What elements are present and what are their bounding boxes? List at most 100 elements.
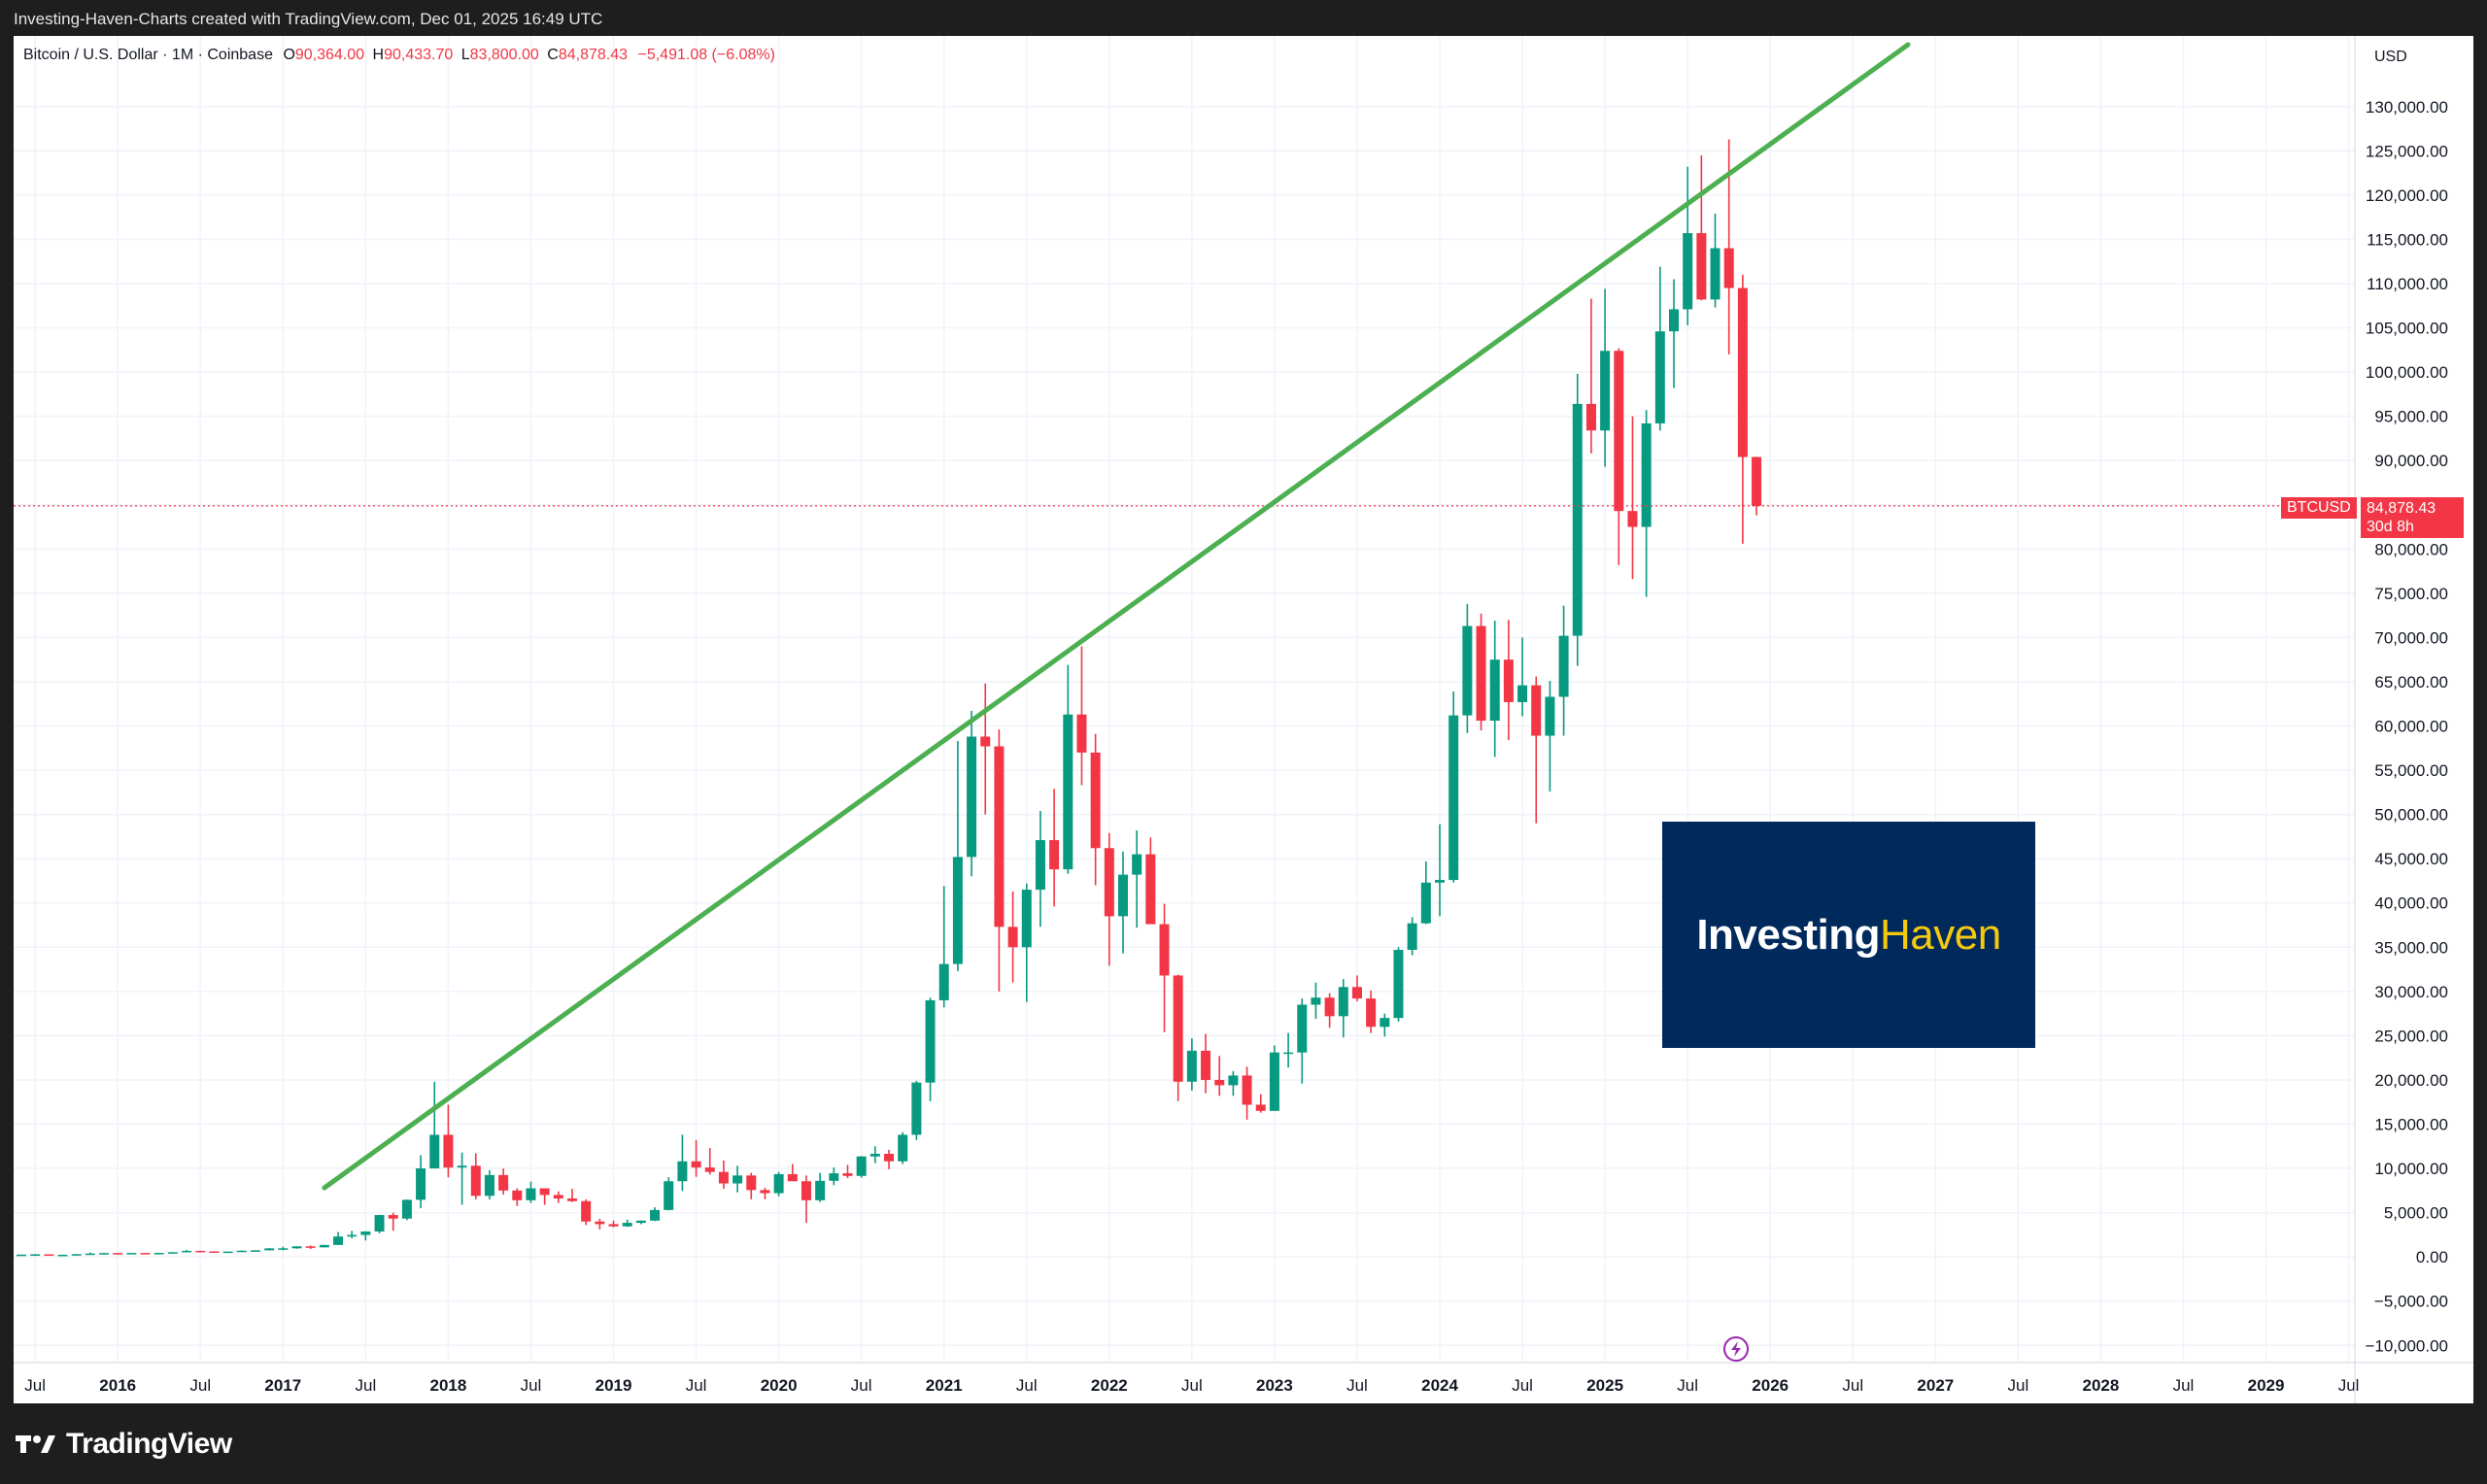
x-tick-label: Jul <box>1512 1376 1533 1395</box>
candle-body <box>1669 309 1679 332</box>
candle-body <box>635 1220 646 1224</box>
candle-body <box>1752 456 1762 506</box>
open-label: O <box>283 47 295 63</box>
x-tick-label: 2019 <box>596 1376 632 1395</box>
watermark-part2: Haven <box>1879 910 2001 959</box>
y-tick-label: 15,000.00 <box>2374 1115 2448 1133</box>
candle-body <box>1407 923 1417 951</box>
candle-body <box>1283 1052 1294 1055</box>
y-tick-label: 10,000.00 <box>2374 1160 2448 1178</box>
candle-body <box>1297 1004 1308 1053</box>
x-tick-label: 2018 <box>430 1376 467 1395</box>
candle-body <box>319 1244 329 1248</box>
x-tick-label: Jul <box>1346 1376 1368 1395</box>
candle-body <box>1201 1050 1211 1080</box>
candle-body <box>1035 840 1045 891</box>
x-tick-label: 2028 <box>2083 1376 2120 1395</box>
x-tick-label: 2027 <box>1917 1376 1954 1395</box>
candle-body <box>829 1173 839 1181</box>
candle-body <box>360 1231 371 1235</box>
y-tick-label: −5,000.00 <box>2374 1293 2448 1311</box>
candle-body <box>429 1134 440 1169</box>
candle-body <box>140 1253 151 1255</box>
candle-body <box>1269 1052 1279 1111</box>
candle-body <box>718 1171 729 1184</box>
candle-body <box>17 1254 26 1257</box>
candle-body <box>1696 233 1707 300</box>
candle-body <box>167 1252 178 1254</box>
candle-body <box>512 1190 523 1200</box>
tradingview-wordmark: TradingView <box>66 1428 232 1460</box>
candle-body <box>1255 1104 1266 1111</box>
candle-body <box>1420 882 1431 924</box>
candle-body <box>1366 998 1377 1028</box>
candle-body <box>388 1215 398 1219</box>
x-tick-label: Jul <box>2008 1376 2029 1395</box>
trendline[interactable] <box>322 42 1911 1191</box>
y-tick-label: 50,000.00 <box>2374 806 2448 825</box>
candle-body <box>457 1165 467 1168</box>
candle-body <box>1118 874 1128 917</box>
candle-body <box>1090 752 1101 849</box>
candle-body <box>773 1173 784 1194</box>
candle-body <box>1214 1079 1225 1086</box>
candle-body <box>278 1248 289 1250</box>
close-value: 84,878.43 <box>558 47 629 63</box>
candle-body <box>1007 927 1018 948</box>
candle-body <box>815 1180 826 1200</box>
candle-body <box>1503 659 1514 702</box>
candle-body <box>1311 997 1321 1005</box>
x-tick-label: Jul <box>1842 1376 1863 1395</box>
x-tick-label: Jul <box>1677 1376 1698 1395</box>
candle-body <box>539 1188 550 1196</box>
y-tick-label: 25,000.00 <box>2374 1027 2448 1045</box>
candle-body <box>71 1254 82 1256</box>
low-label: L <box>460 47 470 63</box>
candle-body <box>1063 714 1073 870</box>
candle-body <box>126 1253 137 1255</box>
candle-body <box>1641 422 1652 527</box>
candle-body <box>1145 854 1156 925</box>
tradingview-logo[interactable]: TradingView <box>16 1428 232 1461</box>
y-tick-label: 125,000.00 <box>2366 142 2448 160</box>
candle-body <box>787 1173 798 1182</box>
currency-label[interactable]: USD <box>2374 49 2407 65</box>
candle-body <box>1324 997 1335 1017</box>
candle-body <box>1104 848 1114 917</box>
y-tick-label: 90,000.00 <box>2374 452 2448 470</box>
x-tick-label: 2022 <box>1091 1376 1128 1395</box>
chart-panel[interactable]: Jul 2016 Jul 2017 Jul 2018 Jul 2019 Jul 2020 Jul 20… <box>14 36 2473 1403</box>
candle-body <box>567 1198 577 1201</box>
candle-body <box>650 1209 661 1221</box>
price-chart[interactable]: Jul 2016 Jul 2017 Jul 2018 Jul 2019 Jul 2020 Jul 20… <box>14 36 2473 1403</box>
candle-body <box>1627 511 1638 527</box>
x-tick-label: Jul <box>686 1376 707 1395</box>
x-tick-label: Jul <box>851 1376 872 1395</box>
candle-body <box>1049 840 1060 870</box>
candle-body <box>1585 403 1596 431</box>
y-tick-label: −10,000.00 <box>2365 1336 2448 1355</box>
x-tick-label: 2026 <box>1752 1376 1789 1395</box>
candle-body <box>291 1246 302 1249</box>
x-tick-label: 2025 <box>1586 1376 1623 1395</box>
close-label: C <box>547 47 559 63</box>
candle-body <box>704 1167 715 1172</box>
candle-body <box>1710 248 1720 300</box>
change-value: −5,491.08 (−6.08%) <box>637 47 775 63</box>
candle-body <box>347 1234 358 1237</box>
candle-body <box>581 1200 592 1222</box>
y-tick-label: 45,000.00 <box>2374 850 2448 868</box>
x-tick-label: 2023 <box>1256 1376 1293 1395</box>
candle-body <box>30 1254 41 1257</box>
candle-body <box>994 746 1005 928</box>
y-tick-label: 95,000.00 <box>2374 408 2448 426</box>
candle-body <box>1558 635 1569 697</box>
x-tick-label: Jul <box>1016 1376 1038 1395</box>
candle-body <box>99 1253 110 1255</box>
low-value: 83,800.00 <box>469 47 539 63</box>
candle-body <box>333 1236 344 1245</box>
high-value: 90,433.70 <box>384 47 454 63</box>
candle-body <box>1517 685 1528 702</box>
candle-body <box>236 1250 247 1253</box>
